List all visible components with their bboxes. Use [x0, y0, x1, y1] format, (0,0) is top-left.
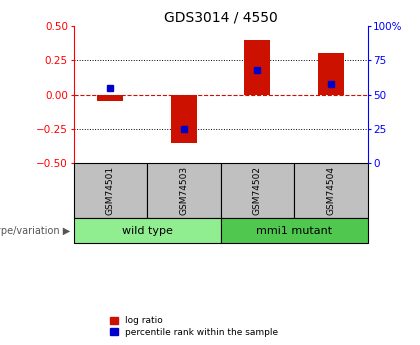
Title: GDS3014 / 4550: GDS3014 / 4550: [164, 11, 277, 25]
Bar: [147, 163, 220, 218]
Bar: [294, 163, 368, 218]
Legend: log ratio, percentile rank within the sample: log ratio, percentile rank within the sa…: [110, 316, 278, 337]
Text: GSM74503: GSM74503: [179, 166, 188, 215]
Text: GSM74502: GSM74502: [253, 166, 262, 215]
Bar: [74, 163, 147, 218]
Bar: [220, 163, 294, 218]
Bar: [220, 218, 368, 243]
Bar: [318, 53, 344, 95]
Bar: [171, 95, 197, 144]
Text: mmi1 mutant: mmi1 mutant: [256, 226, 332, 236]
Bar: [97, 95, 123, 101]
Text: genotype/variation ▶: genotype/variation ▶: [0, 226, 70, 236]
Bar: [244, 40, 270, 95]
Text: GSM74501: GSM74501: [106, 166, 115, 215]
Text: wild type: wild type: [121, 226, 173, 236]
Bar: [74, 218, 220, 243]
Text: GSM74504: GSM74504: [326, 166, 335, 215]
